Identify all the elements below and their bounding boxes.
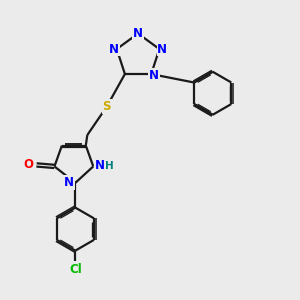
Text: O: O [23, 158, 33, 171]
Text: N: N [149, 69, 159, 82]
Text: N: N [64, 176, 74, 189]
Text: N: N [157, 43, 167, 56]
Text: H: H [105, 161, 114, 171]
Text: N: N [133, 27, 143, 40]
Text: N: N [95, 159, 105, 172]
Text: Cl: Cl [69, 263, 82, 276]
Text: S: S [103, 100, 111, 113]
Text: N: N [109, 43, 119, 56]
